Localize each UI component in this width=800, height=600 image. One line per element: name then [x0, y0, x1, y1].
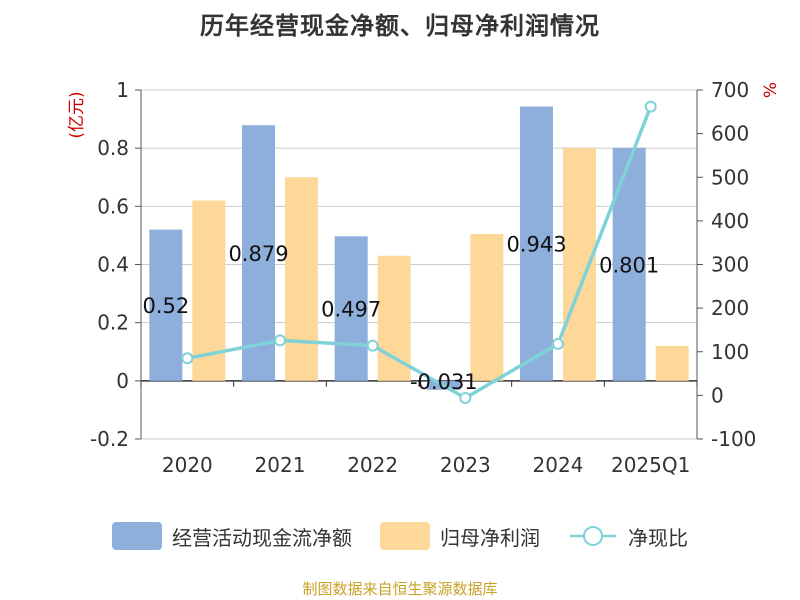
source-note: 制图数据来自恒生聚源数据库	[302, 580, 498, 598]
y-left-tick-label: 0	[116, 369, 129, 393]
data-label-operating-cf: 0.801	[599, 253, 659, 277]
y-right-unit: %	[761, 82, 781, 98]
bar-operating-cf	[149, 229, 183, 381]
bar-operating-cf	[334, 236, 368, 381]
x-tick-label: 2023	[440, 453, 491, 477]
ratio-point	[552, 337, 564, 350]
ratio-point	[274, 334, 286, 347]
bar-net-profit	[563, 148, 596, 381]
bar-net-profit	[285, 177, 318, 381]
ratio-point	[366, 339, 379, 352]
legend-item-operating-cf[interactable]: 经营活动现金流净额	[112, 522, 352, 551]
data-label-operating-cf: 0.879	[228, 242, 288, 266]
legend-swatch-ratio	[570, 526, 616, 546]
ratio-point	[644, 100, 657, 113]
y-right-tick-label: 700	[711, 78, 749, 102]
bar-net-profit	[470, 233, 504, 381]
ratio-point	[181, 352, 194, 365]
y-right-tick-label: 200	[711, 296, 749, 320]
data-label-operating-cf: 0.52	[142, 294, 189, 318]
ratio-point	[459, 391, 472, 404]
legend-ratio-marker	[583, 526, 603, 546]
bar-operating-cf	[520, 106, 553, 381]
bar-operating-cf	[242, 125, 275, 381]
y-left-tick-label: 0.2	[97, 311, 129, 335]
data-label-operating-cf: 0.497	[321, 298, 381, 322]
legend-item-net-profit[interactable]: 归母净利润	[380, 522, 540, 551]
y-left-unit: (亿元)	[67, 91, 87, 138]
y-right-tick-label: 300	[711, 253, 749, 277]
y-left-tick-label: 0.4	[97, 253, 129, 277]
y-left-tick-label: 1	[116, 78, 129, 102]
data-label-operating-cf: 0.943	[506, 233, 566, 257]
x-tick-label: 2020	[162, 453, 213, 477]
x-tick-label: 2024	[533, 453, 584, 477]
y-right-tick-label: 0	[711, 383, 724, 407]
legend: 经营活动现金流净额 归母净利润 净现比	[0, 516, 800, 556]
y-right-tick-label: -100	[711, 427, 756, 451]
legend-item-ratio[interactable]: 净现比	[568, 522, 688, 551]
y-right-tick-label: 500	[711, 165, 749, 189]
y-left-tick-label: 0.6	[97, 194, 129, 218]
y-right-tick-label: 400	[711, 209, 749, 233]
legend-label-ratio: 净现比	[628, 525, 688, 550]
ratio-line	[187, 105, 653, 401]
chart-title: 历年经营现金净额、归母净利润情况	[200, 12, 600, 40]
y-left-tick-label: -0.2	[90, 427, 129, 451]
bar-net-profit	[377, 255, 411, 381]
y-right-tick-label: 100	[711, 340, 749, 364]
legend-label-net-profit: 归母净利润	[440, 525, 540, 550]
x-tick-label: 2021	[255, 453, 306, 477]
x-tick-label: 2025Q1	[611, 453, 690, 477]
legend-label-operating-cf: 经营活动现金流净额	[172, 525, 352, 550]
x-tick-label: 2022	[347, 453, 398, 477]
y-right-tick-label: 600	[711, 122, 749, 146]
legend-swatch-operating-cf	[112, 522, 162, 550]
legend-swatch-net-profit	[380, 522, 430, 550]
y-left-tick-label: 0.8	[97, 136, 129, 160]
data-label-operating-cf: -0.031	[410, 370, 478, 394]
bar-net-profit	[655, 345, 689, 381]
